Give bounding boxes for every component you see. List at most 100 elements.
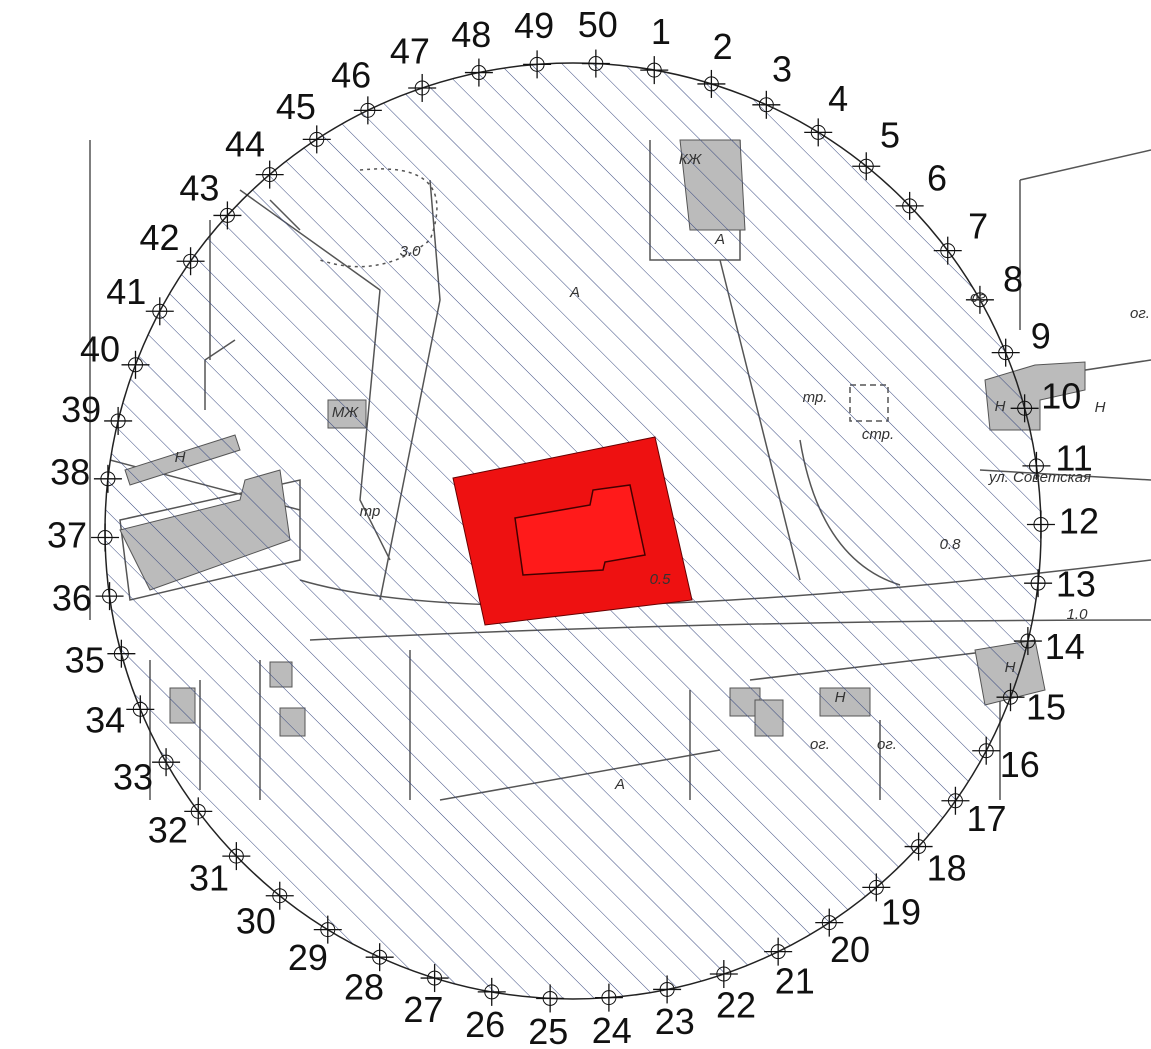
marker-ring [646, 62, 662, 78]
point-label: 39 [61, 389, 101, 430]
marker-ring [758, 97, 774, 113]
marker-ring [1033, 516, 1049, 532]
marker-ring [484, 984, 500, 1000]
point-label: 26 [465, 1004, 505, 1045]
map-label: А [569, 284, 580, 301]
point-label: 13 [1056, 564, 1096, 605]
point-label: 23 [655, 1001, 695, 1042]
map-label: 3.0 [400, 243, 422, 260]
point-label: 29 [288, 937, 328, 978]
markers: 1 234567891011121314151617181920212223242… [47, 4, 1150, 1049]
point-label: 31 [189, 858, 229, 899]
map-label: ул. Советская [988, 469, 1091, 486]
point-label: 32 [148, 809, 188, 850]
marker-ring [1030, 575, 1046, 591]
point-label: 21 [775, 961, 815, 1002]
marker-ring [542, 990, 558, 1006]
point-label: 1 [651, 11, 671, 52]
marker-ring [228, 848, 244, 864]
point-label: 2 [713, 26, 733, 67]
point-label: 47 [390, 30, 430, 71]
marker-ring [588, 56, 604, 72]
map-label: А [614, 776, 625, 793]
marker-ring [868, 879, 884, 895]
marker-ring [97, 530, 113, 546]
point-label: 4 [828, 78, 848, 119]
marker-ring [272, 888, 288, 904]
marker-ring [770, 944, 786, 960]
marker-ring [372, 949, 388, 965]
point-label: 30 [236, 900, 276, 941]
point-label: 50 [578, 4, 618, 45]
marker-ring [128, 357, 144, 373]
marker-ring [152, 303, 168, 319]
map-label: тр. [803, 389, 828, 406]
marker-ring [183, 253, 199, 269]
point-label: 37 [47, 515, 87, 556]
marker-ring [821, 915, 837, 931]
marker-ring [309, 131, 325, 147]
marker-ring [998, 345, 1014, 361]
point-label: 3 [772, 49, 792, 90]
point-label: 20 [830, 929, 870, 970]
point-label: 7 [968, 206, 988, 247]
point-label: 35 [65, 640, 105, 681]
point-label: 11 [1055, 437, 1092, 478]
map-label: Н [1095, 399, 1106, 416]
marker-ring [1020, 633, 1036, 649]
marker-ring [1002, 689, 1018, 705]
map-label: Н [995, 398, 1006, 415]
marker-ring [320, 922, 336, 938]
map-label: стр. [862, 426, 894, 443]
marker-ring [972, 292, 988, 308]
marker-ring [911, 839, 927, 855]
marker-ring [940, 243, 956, 259]
point-label: 17 [966, 798, 1006, 839]
point-label: 38 [50, 451, 90, 492]
point-label: 19 [881, 891, 921, 932]
map-label: ог. [877, 736, 897, 753]
point-label: 18 [927, 847, 967, 888]
marker-ring [601, 990, 617, 1006]
map-label: А [714, 231, 725, 248]
point-label: 25 [528, 1011, 568, 1049]
marker-ring [100, 471, 116, 487]
marker-ring [716, 966, 732, 982]
marker-ring [427, 970, 443, 986]
marker-ring [529, 56, 545, 72]
marker-ring [262, 167, 278, 183]
point-label: 43 [179, 168, 219, 209]
map-label: 0.5 [650, 571, 672, 588]
marker-ring [360, 102, 376, 118]
point-label: 8 [1003, 259, 1023, 300]
point-label: 5 [880, 115, 900, 156]
marker-ring [190, 803, 206, 819]
map-label: Н [1005, 659, 1016, 676]
map-label: Н [175, 449, 186, 466]
point-label: 28 [344, 967, 384, 1008]
marker-ring [471, 65, 487, 81]
marker-ring [902, 198, 918, 214]
map-label: Н [835, 689, 846, 706]
point-label: 27 [403, 989, 443, 1030]
point-label: 6 [927, 157, 947, 198]
marker-ring [113, 646, 129, 662]
point-label: 14 [1045, 626, 1085, 667]
point-label: 22 [716, 985, 756, 1026]
marker-ring [858, 158, 874, 174]
point-label: 12 [1059, 500, 1099, 541]
map-label: ог. [1130, 305, 1150, 322]
marker-ring [978, 743, 994, 759]
point-label: 45 [276, 86, 316, 127]
point-label: 16 [1000, 744, 1040, 785]
point-label: 42 [140, 217, 180, 258]
point-label: 24 [592, 1010, 632, 1049]
site-building [514, 484, 646, 576]
point-label: 10 [1041, 375, 1081, 416]
marker-ring [102, 588, 118, 604]
map-label: 0.8 [940, 536, 962, 553]
marker-ring [703, 76, 719, 92]
marker-ring [1017, 400, 1033, 416]
marker-ring [158, 754, 174, 770]
